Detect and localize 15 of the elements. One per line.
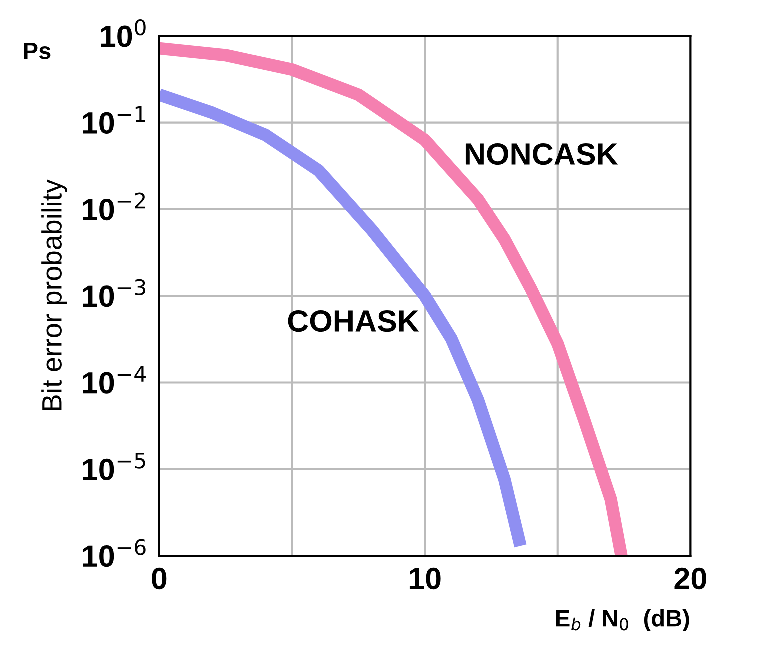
- text: Ps: [24, 42, 51, 60]
- y-tick-label: 10$^{−6}$: [83, 539, 146, 568]
- y-tick-label: 10$^{−4}$: [83, 366, 146, 394]
- series-label: COHASK: [288, 310, 420, 332]
- x-tick-label: 0: [152, 568, 167, 590]
- x-tick-label: 10: [410, 568, 441, 590]
- y-tick-label: 10$^{0}$: [101, 19, 146, 48]
- y-tick-label: 10$^{−2}$: [83, 192, 146, 221]
- y-axis-title: Bit error probability: [42, 180, 68, 410]
- y-tick-label: 10$^{−3}$: [83, 279, 146, 308]
- series-label: NONCASK: [466, 143, 618, 166]
- x-tick-label: 20: [674, 568, 706, 590]
- y-tick-label: 10$^{−5}$: [83, 452, 146, 481]
- y-tick-label: 10$^{−1}$: [83, 106, 146, 134]
- x-axis-title: E$_{b}$ / N$_{0}$ (dB): [556, 609, 690, 632]
